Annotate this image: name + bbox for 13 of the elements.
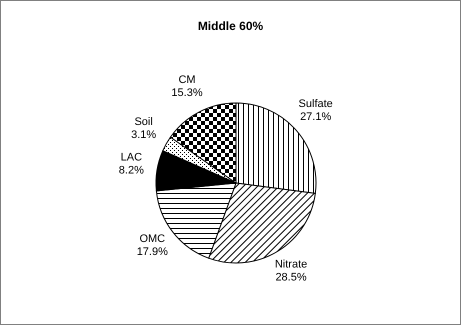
slice-label: CM: [178, 74, 196, 86]
data-label: 15.3%: [171, 86, 203, 99]
slice-label: LAC: [120, 151, 142, 164]
data-label: 17.9%: [136, 246, 168, 258]
data-label: 27.1%: [300, 111, 332, 124]
slice-label: Nitrate: [274, 258, 308, 271]
data-label: 8.2%: [118, 164, 144, 176]
data-label: 3.1%: [131, 128, 156, 141]
slice-label: Sulfate: [298, 98, 333, 110]
data-label: 28.5%: [275, 272, 307, 284]
slice-label: OMC: [139, 233, 166, 246]
chart-title: Middle 60%: [196, 19, 264, 33]
slice-label: Soil: [134, 116, 153, 128]
